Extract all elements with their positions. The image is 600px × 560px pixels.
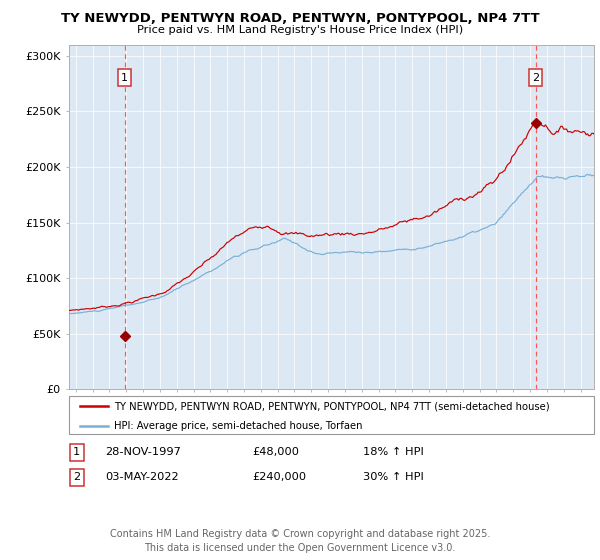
Text: 18% ↑ HPI: 18% ↑ HPI bbox=[363, 447, 424, 458]
FancyBboxPatch shape bbox=[69, 396, 594, 434]
Text: 1: 1 bbox=[73, 447, 80, 458]
Text: 1: 1 bbox=[121, 72, 128, 82]
Text: TY NEWYDD, PENTWYN ROAD, PENTWYN, PONTYPOOL, NP4 7TT (semi-detached house): TY NEWYDD, PENTWYN ROAD, PENTWYN, PONTYP… bbox=[113, 401, 549, 411]
Text: 30% ↑ HPI: 30% ↑ HPI bbox=[363, 472, 424, 482]
Text: HPI: Average price, semi-detached house, Torfaen: HPI: Average price, semi-detached house,… bbox=[113, 421, 362, 431]
Text: 2: 2 bbox=[532, 72, 539, 82]
Text: Contains HM Land Registry data © Crown copyright and database right 2025.
This d: Contains HM Land Registry data © Crown c… bbox=[110, 529, 490, 553]
Text: 03-MAY-2022: 03-MAY-2022 bbox=[105, 472, 179, 482]
Text: Price paid vs. HM Land Registry's House Price Index (HPI): Price paid vs. HM Land Registry's House … bbox=[137, 25, 463, 35]
Text: TY NEWYDD, PENTWYN ROAD, PENTWYN, PONTYPOOL, NP4 7TT: TY NEWYDD, PENTWYN ROAD, PENTWYN, PONTYP… bbox=[61, 12, 539, 25]
Text: 2: 2 bbox=[73, 472, 80, 482]
Text: 28-NOV-1997: 28-NOV-1997 bbox=[105, 447, 181, 458]
Text: £240,000: £240,000 bbox=[252, 472, 306, 482]
Text: £48,000: £48,000 bbox=[252, 447, 299, 458]
